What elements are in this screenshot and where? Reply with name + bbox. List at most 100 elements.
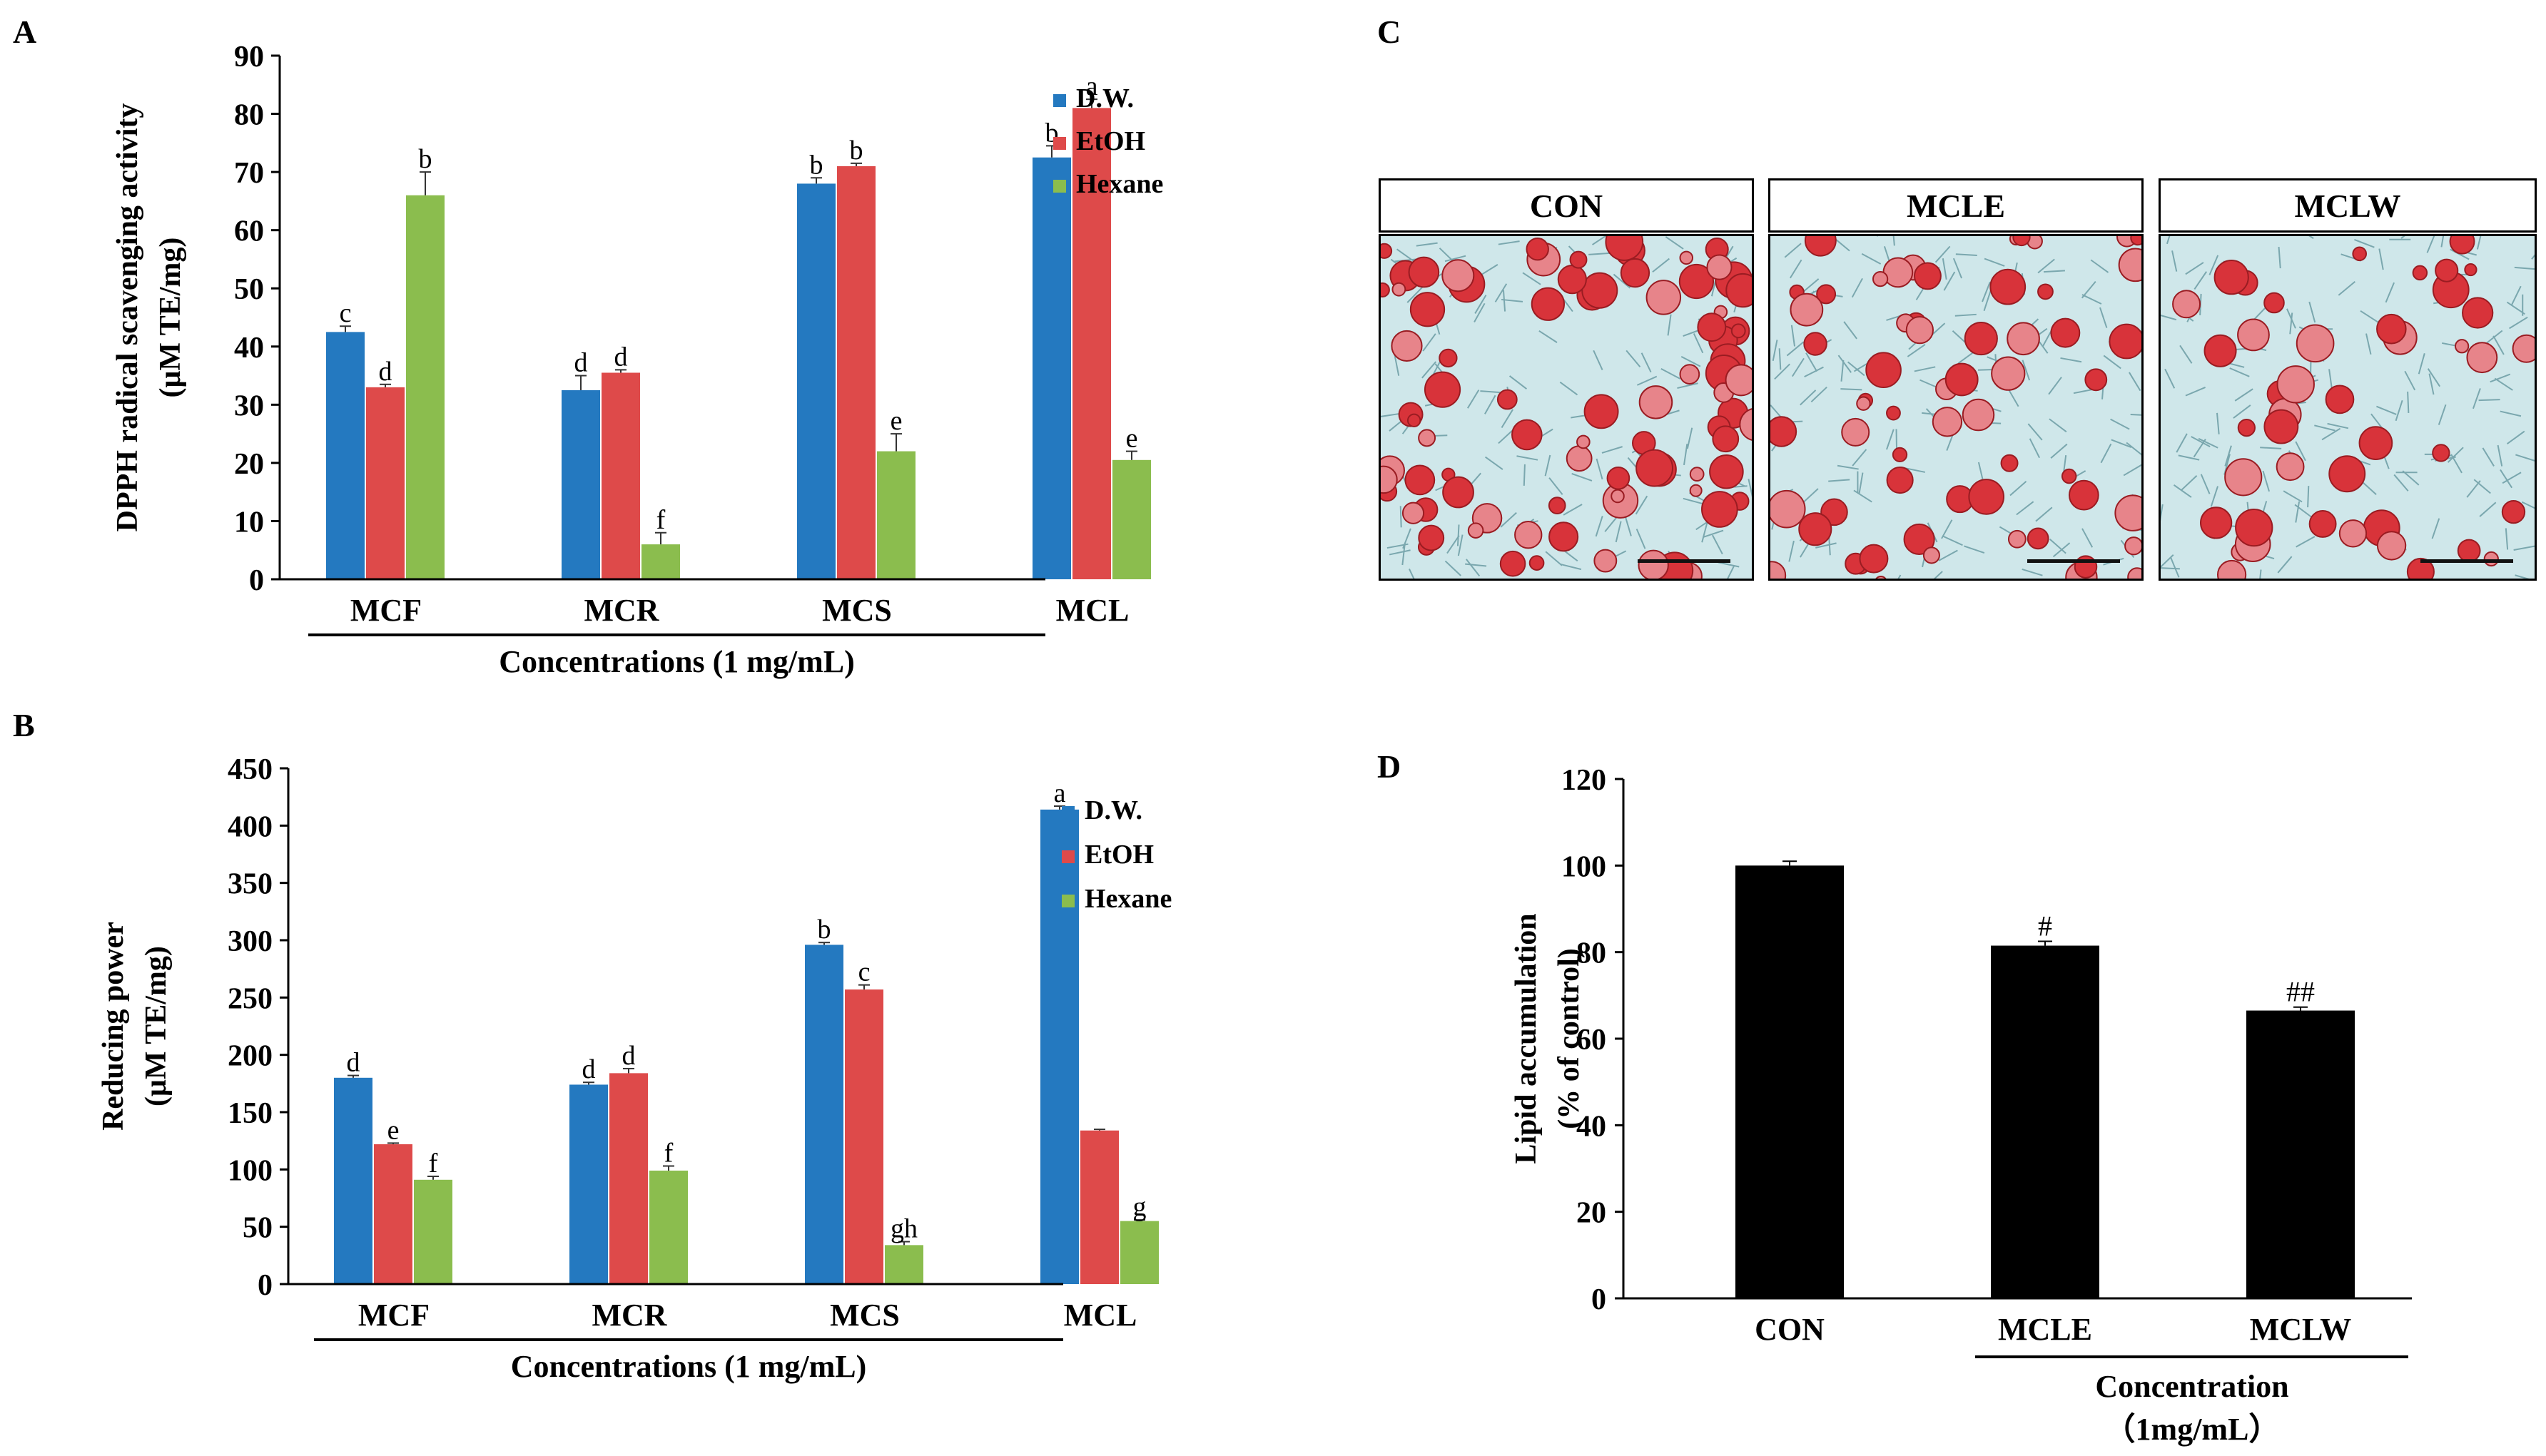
fibroblast-texture xyxy=(2161,504,2164,521)
lipid-droplet xyxy=(1739,408,1752,441)
fibroblast-texture xyxy=(1837,355,1852,373)
fibroblast-texture xyxy=(1592,236,1607,245)
lipid-droplet xyxy=(2068,479,2099,511)
legend-label: Hexane xyxy=(1085,884,1172,914)
fibroblast-texture xyxy=(1498,428,1515,444)
micrograph-panel: CON MCLE MCLW xyxy=(1379,178,2537,581)
y-axis-unit: (μM TE/mg) xyxy=(140,946,173,1106)
fibroblast-texture xyxy=(1652,258,1670,273)
lipid-droplet xyxy=(2376,313,2407,345)
y-tick-label: 10 xyxy=(234,506,264,539)
fibroblast-texture xyxy=(2048,377,2062,395)
fibroblast-texture xyxy=(1840,360,1845,382)
fibroblast-texture xyxy=(2171,250,2178,272)
bar xyxy=(649,1170,688,1284)
legend-swatch xyxy=(1062,806,1075,819)
y-tick-label: 60 xyxy=(234,215,264,248)
lipid-droplet xyxy=(2213,260,2249,295)
fibroblast-texture xyxy=(2129,372,2141,392)
fibroblast-texture xyxy=(1635,495,1648,515)
legend-swatch xyxy=(1053,94,1066,107)
fibroblast-texture xyxy=(2173,484,2192,498)
lipid-droplet xyxy=(2007,322,2040,356)
fibroblast-texture xyxy=(2402,470,2420,486)
fibroblast-texture xyxy=(2472,388,2481,409)
fibroblast-texture xyxy=(2365,333,2372,355)
x-tick-label: MCLE xyxy=(1998,1312,2092,1347)
lipid-droplet xyxy=(1886,405,1901,421)
lipid-droplet xyxy=(1875,576,1887,579)
fibroblast-texture xyxy=(2229,367,2250,377)
lipid-droplet xyxy=(1905,316,1934,345)
fibroblast-texture xyxy=(2123,464,2141,477)
fibroblast-texture xyxy=(2506,430,2525,445)
fibroblast-texture xyxy=(2224,445,2232,467)
fibroblast-texture xyxy=(2536,514,2537,521)
fibroblast-texture xyxy=(2049,418,2067,433)
lipid-droplet xyxy=(1841,417,1870,447)
lipid-droplet xyxy=(1882,257,1914,288)
lipid-droplet xyxy=(1439,348,1458,368)
lipid-droplet xyxy=(2512,334,2535,363)
bar xyxy=(1120,1221,1159,1284)
fibroblast-texture xyxy=(1840,388,1862,391)
x-tick-label: MCR xyxy=(592,1298,667,1333)
fibroblast-texture xyxy=(1474,302,1486,323)
significance-letter: e xyxy=(1126,424,1138,454)
fibroblast-texture xyxy=(2295,501,2301,523)
lipid-droplet xyxy=(2325,385,2355,414)
bar xyxy=(374,1144,412,1284)
fibroblast-texture xyxy=(1596,458,1603,480)
significance-letter: c xyxy=(858,957,871,987)
bar xyxy=(641,544,680,579)
fibroblast-texture xyxy=(2308,236,2314,240)
lipid-droplet xyxy=(1401,502,1425,524)
fibroblast-texture xyxy=(2060,357,2082,363)
lipid-droplet xyxy=(1892,447,1908,463)
fibroblast-texture xyxy=(2029,438,2041,459)
fibroblast-texture xyxy=(2500,469,2513,489)
fibroblast-texture xyxy=(1802,488,1819,504)
lipid-droplet xyxy=(1404,464,1436,496)
y-axis-unit: (μM TE/mg) xyxy=(154,238,187,398)
fibroblast-texture xyxy=(1501,298,1523,302)
lipid-droplet xyxy=(2466,342,2498,374)
fibroblast-texture xyxy=(1904,467,1926,473)
fibroblast-texture xyxy=(1401,544,1406,566)
fibroblast-texture xyxy=(1522,272,1541,285)
significance-letter: b xyxy=(850,136,863,166)
significance-letter: b xyxy=(419,144,432,174)
fibroblast-texture xyxy=(1907,344,1926,357)
lipid-droplet xyxy=(1611,489,1625,504)
lipid-droplet xyxy=(1583,394,1619,429)
fibroblast-texture xyxy=(1446,535,1460,554)
fibroblast-texture xyxy=(2193,271,2208,290)
legend-label: D.W. xyxy=(1085,795,1142,825)
fibroblast-texture xyxy=(2233,404,2251,419)
panel-label-d: D xyxy=(1377,748,1401,785)
fibroblast-texture xyxy=(2027,423,2043,441)
fibroblast-texture xyxy=(1571,473,1593,482)
fibroblast-texture xyxy=(2185,262,2204,275)
legend-label: Hexane xyxy=(1076,169,1163,199)
micrograph-label-con: CON xyxy=(1379,178,1754,233)
fibroblast-texture xyxy=(2404,370,2416,391)
lipid-droplet xyxy=(1526,237,1549,261)
lipid-droplet xyxy=(1409,292,1446,327)
lipid-droplet xyxy=(1856,396,1871,411)
lipid-droplet xyxy=(1569,250,1588,269)
fibroblast-texture xyxy=(1703,529,1724,539)
fibroblast-texture xyxy=(2081,528,2094,548)
lipid-droplet xyxy=(2449,236,2475,255)
fibroblast-texture xyxy=(1538,330,1558,343)
lipid-droplet xyxy=(2432,444,2450,462)
fibroblast-texture xyxy=(1964,545,1985,554)
lipid-droplet xyxy=(2084,368,2108,392)
scale-bar xyxy=(2027,559,2120,563)
fibroblast-texture xyxy=(1457,534,1464,556)
legend-label: EtOH xyxy=(1085,840,1154,870)
significance-letter: f xyxy=(429,1149,438,1178)
lipid-droplet xyxy=(1964,321,1998,356)
fibroblast-texture xyxy=(1942,535,1963,546)
x-tick-label: MCL xyxy=(1064,1298,1137,1333)
